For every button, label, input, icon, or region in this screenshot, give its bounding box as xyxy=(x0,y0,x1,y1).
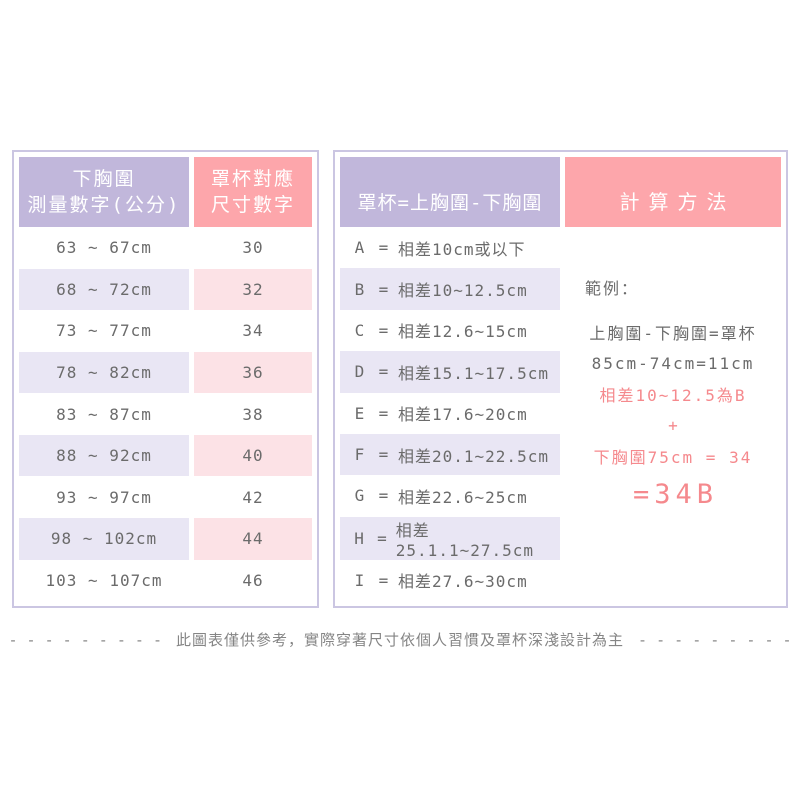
table-row: 88 ~ 92cm 40 xyxy=(19,434,312,477)
table-row: 73 ~ 77cm 34 xyxy=(19,310,312,352)
equals-sign: = xyxy=(378,570,390,590)
table-row: F = 相差20.1~22.5cm xyxy=(340,433,560,476)
table-row: 98 ~ 102cm 44 xyxy=(19,517,312,560)
equals-sign: = xyxy=(378,238,390,258)
dashes-right: - - - - - - - - - - xyxy=(638,630,800,649)
table-row: 83 ~ 87cm 38 xyxy=(19,393,312,435)
cup-diff-text: 相差25.1.1~27.5cm xyxy=(395,520,535,560)
equals-sign: = xyxy=(378,403,390,423)
cup-letter: H xyxy=(354,528,365,548)
cup-calculation-table: 罩杯=上胸圍-下胸圍 A = 相差10cm或以下 B = 相差10~12.5cm… xyxy=(333,150,788,608)
band-size-cell: 30 xyxy=(242,238,264,258)
cup-diff-column: 罩杯=上胸圍-下胸圍 A = 相差10cm或以下 B = 相差10~12.5cm… xyxy=(340,157,560,601)
band-size-cell: 46 xyxy=(242,570,264,590)
underbust-range-cell: 103 ~ 107cm xyxy=(45,570,163,590)
band-size-header-line2: 尺寸數字 xyxy=(210,194,295,216)
cup-letter: A xyxy=(354,238,366,258)
cup-diff-text: 相差17.6~20cm xyxy=(398,405,528,425)
calc-plus-sign: + xyxy=(668,416,678,435)
band-size-cell: 32 xyxy=(194,268,312,311)
calc-band-result: 下胸圍75cm = 34 xyxy=(593,448,753,467)
underbust-range-cell: 68 ~ 72cm xyxy=(19,268,189,311)
underbust-table-body: 63 ~ 67cm 30 68 ~ 72cm 32 73 ~ 77cm 34 7… xyxy=(19,227,312,601)
underbust-range-cell: 88 ~ 92cm xyxy=(19,434,189,477)
underbust-size-table: 下胸圍 測量數字(公分) 罩杯對應 尺寸數字 63 ~ 67cm 30 68 ~… xyxy=(12,150,319,608)
cup-diff-text: 相差15.1~17.5cm xyxy=(398,363,549,383)
band-size-cell: 42 xyxy=(242,487,264,507)
underbust-header-line1: 下胸圍 xyxy=(72,168,136,190)
underbust-measure-header: 下胸圍 測量數字(公分) xyxy=(19,157,189,227)
underbust-range-cell: 78 ~ 82cm xyxy=(19,351,189,394)
calc-formula: 上胸圍-下胸圍=罩杯 xyxy=(589,324,757,343)
calc-example-block: 範例： 上胸圍-下胸圍=罩杯 85cm-74cm=11cm 相差10~12.5為… xyxy=(565,227,781,601)
band-size-cell: 36 xyxy=(194,351,312,394)
table-row: 78 ~ 82cm 36 xyxy=(19,351,312,394)
table-row: 63 ~ 67cm 30 xyxy=(19,227,312,269)
cup-letter: B xyxy=(354,279,366,299)
cup-letter: C xyxy=(354,320,366,340)
calc-diff-result: 相差10~12.5為B xyxy=(599,386,747,405)
disclaimer-note: 此圖表僅供參考，實際穿著尺寸依個人習慣及罩杯深淺設計為主 xyxy=(176,631,625,649)
cup-diff-text: 相差27.6~30cm xyxy=(398,572,528,592)
equals-sign: = xyxy=(378,279,390,299)
cup-letter: G xyxy=(354,486,366,506)
cup-letter: F xyxy=(354,445,366,465)
underbust-range-cell: 63 ~ 67cm xyxy=(56,238,152,258)
cup-formula-header: 罩杯=上胸圍-下胸圍 xyxy=(340,157,560,227)
table-row: D = 相差15.1~17.5cm xyxy=(340,351,560,393)
underbust-range-cell: 73 ~ 77cm xyxy=(56,321,152,341)
table-row: I = 相差27.6~30cm xyxy=(340,560,560,601)
band-size-cell: 38 xyxy=(242,404,264,424)
calc-method-column: 計算方法 範例： 上胸圍-下胸圍=罩杯 85cm-74cm=11cm 相差10~… xyxy=(565,157,781,601)
band-size-cell: 34 xyxy=(242,321,264,341)
cup-calculation-grid: 罩杯=上胸圍-下胸圍 A = 相差10cm或以下 B = 相差10~12.5cm… xyxy=(340,157,781,601)
cup-diff-text: 相差12.6~15cm xyxy=(398,322,528,342)
equals-sign: = xyxy=(377,528,388,548)
band-size-header-line1: 罩杯對應 xyxy=(210,168,295,190)
equals-sign: = xyxy=(378,486,390,506)
table-row: C = 相差12.6~15cm xyxy=(340,310,560,351)
calc-example-label: 範例： xyxy=(585,279,640,298)
table-row: 103 ~ 107cm 46 xyxy=(19,560,312,602)
band-size-header: 罩杯對應 尺寸數字 xyxy=(194,157,312,227)
table-row: B = 相差10~12.5cm xyxy=(340,268,560,310)
equals-sign: = xyxy=(378,320,390,340)
underbust-size-table-grid: 下胸圍 測量數字(公分) 罩杯對應 尺寸數字 63 ~ 67cm 30 68 ~… xyxy=(19,157,312,601)
cup-letter: I xyxy=(354,570,366,590)
cup-diff-text: 相差22.6~25cm xyxy=(398,487,528,507)
calc-method-header: 計算方法 xyxy=(565,157,781,227)
underbust-range-cell: 83 ~ 87cm xyxy=(56,404,152,424)
underbust-range-cell: 98 ~ 102cm xyxy=(19,517,189,560)
cup-letter: D xyxy=(354,362,366,382)
band-size-cell: 44 xyxy=(194,517,312,560)
table-row: 68 ~ 72cm 32 xyxy=(19,268,312,311)
table-row: A = 相差10cm或以下 xyxy=(340,227,560,268)
cup-letter: E xyxy=(354,403,366,423)
table-row: G = 相差22.6~25cm xyxy=(340,475,560,516)
calc-final-result: =34B xyxy=(632,479,719,510)
cup-diff-text: 相差20.1~22.5cm xyxy=(398,446,549,466)
equals-sign: = xyxy=(378,362,390,382)
table-row: E = 相差17.6~20cm xyxy=(340,393,560,434)
cup-diff-text: 相差10~12.5cm xyxy=(398,281,528,301)
cup-diff-body: A = 相差10cm或以下 B = 相差10~12.5cm C = 相差12.6… xyxy=(340,227,560,601)
table-row: H = 相差25.1.1~27.5cm xyxy=(340,516,560,560)
table-row: 93 ~ 97cm 42 xyxy=(19,476,312,518)
underbust-range-cell: 93 ~ 97cm xyxy=(56,487,152,507)
underbust-table-header-row: 下胸圍 測量數字(公分) 罩杯對應 尺寸數字 xyxy=(19,157,312,227)
cup-diff-text: 相差10cm或以下 xyxy=(398,239,526,259)
calc-example-numbers: 85cm-74cm=11cm xyxy=(591,354,755,373)
dashes-left: - - - - - - - - - - xyxy=(0,630,162,649)
equals-sign: = xyxy=(378,445,390,465)
band-size-cell: 40 xyxy=(194,434,312,477)
underbust-header-line2: 測量數字(公分) xyxy=(27,194,181,216)
disclaimer-note-row: - - - - - - - - - - 此圖表僅供參考，實際穿著尺寸依個人習慣及… xyxy=(0,629,800,650)
